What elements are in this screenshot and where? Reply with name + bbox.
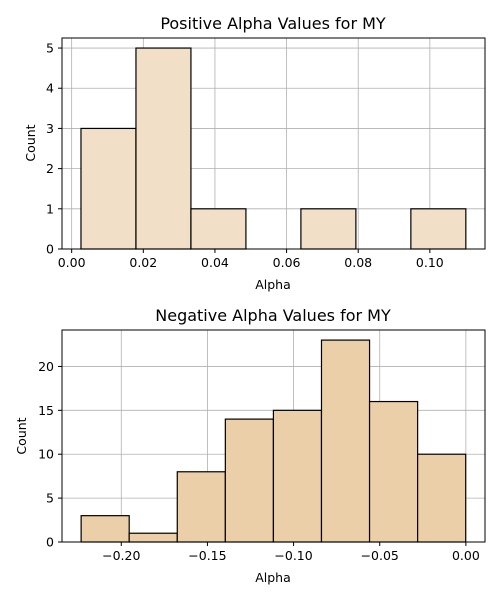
plot-frame [61, 37, 486, 250]
x-tick-label: 0.06 [273, 255, 301, 270]
y-tick-label: 4 [46, 81, 54, 96]
y-tick-label: 10 [38, 447, 54, 462]
x-tick-label: 0.04 [201, 255, 229, 270]
x-tick-label: −0.15 [188, 548, 226, 563]
y-tick-label: 15 [38, 403, 54, 418]
chart-positive-alpha: Positive Alpha Values for MY Alpha Count… [23, 14, 486, 292]
x-tick-label: 0.02 [129, 255, 157, 270]
y-axis-label: Count [14, 417, 29, 454]
y-tick-label: 1 [46, 201, 54, 216]
y-tick-label: 20 [38, 359, 54, 374]
histogram-bar [320, 339, 371, 543]
y-tick-label: 3 [46, 121, 54, 136]
histogram-bar [80, 515, 130, 543]
chart-title: Negative Alpha Values for MY [155, 306, 391, 325]
y-tick-label: 5 [46, 491, 54, 506]
x-axis-label: Alpha [255, 277, 291, 292]
y-tick-label: 5 [46, 41, 54, 56]
histogram-bar [368, 400, 419, 543]
histogram-bar [176, 471, 226, 543]
y-tick-label: 0 [46, 242, 54, 257]
plot-frame [61, 329, 486, 543]
x-tick-label: 0.00 [58, 255, 86, 270]
histogram-bar [190, 208, 247, 250]
histogram-bar [410, 208, 467, 250]
histogram-bar [80, 127, 137, 250]
x-tick-label: 0.00 [452, 548, 480, 563]
x-axis-label: Alpha [255, 570, 291, 585]
x-tick-label: 0.08 [344, 255, 372, 270]
histogram-bar [135, 47, 192, 250]
y-tick-label: 2 [46, 161, 54, 176]
histogram-bar [417, 453, 467, 543]
chart-title: Positive Alpha Values for MY [160, 14, 386, 33]
x-tick-label: 0.10 [416, 255, 444, 270]
x-tick-label: −0.20 [102, 548, 140, 563]
y-axis-label: Count [23, 124, 38, 161]
x-tick-label: −0.10 [274, 548, 312, 563]
histogram-bar [300, 208, 357, 250]
y-tick-label: 0 [46, 535, 54, 550]
chart-negative-alpha: Negative Alpha Values for MY Alpha Count… [14, 306, 486, 585]
histogram-bar [128, 532, 178, 543]
x-tick-label: −0.05 [361, 548, 399, 563]
histogram-bar [224, 418, 275, 543]
histogram-bar [272, 409, 323, 543]
